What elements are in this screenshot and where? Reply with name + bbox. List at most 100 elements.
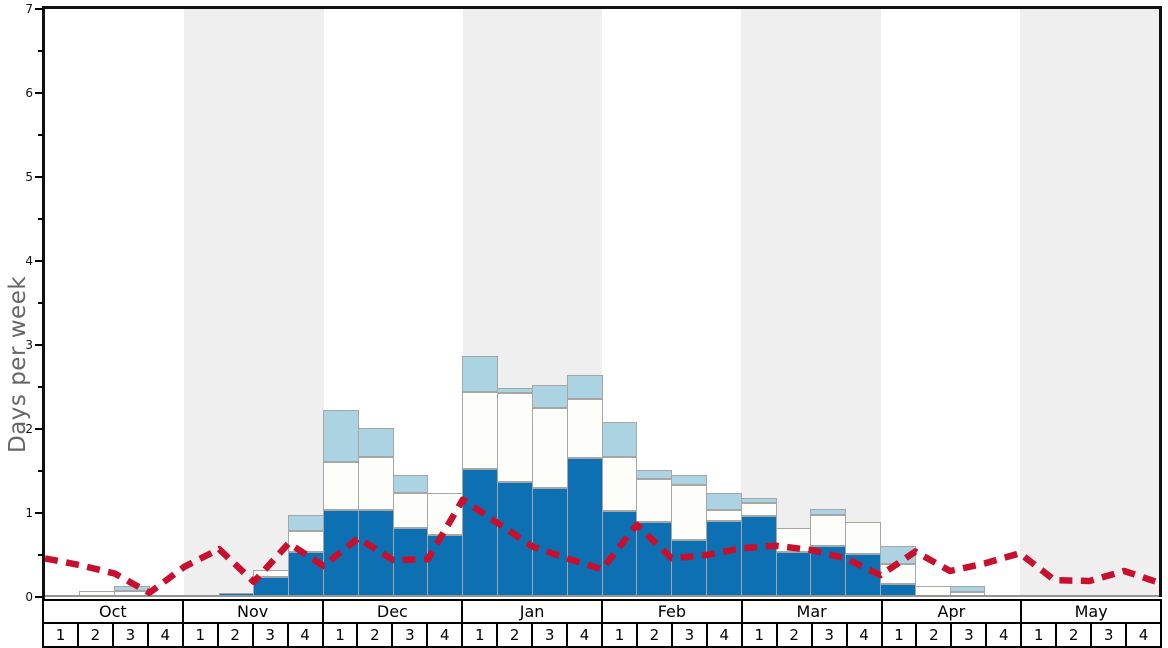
week-label-Dec-1: 1 xyxy=(324,624,359,646)
week-label-Oct-3: 3 xyxy=(114,624,149,646)
bar-Jan-4-dark_blue xyxy=(566,457,603,597)
bar-Dec-3-light_blue xyxy=(392,475,429,493)
week-label-Oct-2: 2 xyxy=(79,624,114,646)
bar-Feb-1-light_blue xyxy=(601,422,638,457)
bar-Mar-1-dark_blue xyxy=(740,516,777,597)
week-label-Nov-1: 1 xyxy=(184,624,219,646)
bar-Feb-3-light_blue xyxy=(671,475,707,486)
bar-Dec-2-light_blue xyxy=(357,428,394,457)
month-label-Jan: Jan xyxy=(463,601,603,622)
month-label-May: May xyxy=(1074,602,1108,621)
month-label-Nov: Nov xyxy=(184,601,324,622)
bar-Jan-2-light_blue xyxy=(497,387,533,393)
bar-Jan-2-dark_blue xyxy=(497,481,533,597)
bar-Feb-2-dark_blue xyxy=(636,522,673,597)
week-label-Mar-1: 1 xyxy=(743,624,778,646)
week-label-Apr-1: 1 xyxy=(883,624,918,646)
bar-Mar-3-dark_blue xyxy=(810,545,847,597)
week-label-Mar-2: 2 xyxy=(778,624,813,646)
week-label-Apr-3: 3 xyxy=(952,624,988,646)
bar-Feb-4-white xyxy=(705,509,742,522)
bar-Mar-1-light_blue xyxy=(740,497,777,503)
week-label-Dec-2: 2 xyxy=(358,624,394,646)
bar-Feb-1-white xyxy=(601,456,638,512)
bar-Mar-3-white xyxy=(810,514,847,546)
bar-Dec-1-white xyxy=(323,461,359,511)
bar-Feb-3-dark_blue xyxy=(671,539,707,597)
bar-Jan-1-dark_blue xyxy=(462,469,499,597)
month-label-Dec: Dec xyxy=(324,601,464,622)
month-label-Apr: Apr xyxy=(883,601,1023,622)
week-label-Mar-4: 4 xyxy=(848,624,883,646)
bar-Dec-3-dark_blue xyxy=(392,528,429,597)
week-label-Nov-3: 3 xyxy=(254,624,289,646)
week-label-May-1: 1 xyxy=(1022,624,1058,646)
bar-Mar-3-light_blue xyxy=(810,508,847,515)
zero-gridline xyxy=(45,595,1159,597)
bar-Jan-4-light_blue xyxy=(566,375,603,399)
bar-Mar-1-white xyxy=(740,502,777,517)
bar-Nov-4-white xyxy=(288,530,324,553)
bar-Jan-2-white xyxy=(497,392,533,482)
week-label-Mar-3: 3 xyxy=(813,624,848,646)
week-label-Feb-3: 3 xyxy=(673,624,708,646)
week-label-May-2: 2 xyxy=(1057,624,1093,646)
bar-Dec-2-white xyxy=(357,456,394,511)
week-label-Oct-1: 1 xyxy=(44,624,79,646)
bar-Mar-2-white xyxy=(775,528,812,553)
bar-Jan-4-white xyxy=(566,398,603,458)
bar-Jan-3-white xyxy=(531,408,568,488)
bar-Feb-1-dark_blue xyxy=(601,511,638,597)
bar-Apr-1-white xyxy=(880,564,916,584)
bar-Dec-1-light_blue xyxy=(323,409,359,462)
y-axis-title: Days per week xyxy=(5,275,31,453)
week-label-Jan-1: 1 xyxy=(463,624,499,646)
week-label-Feb-1: 1 xyxy=(603,624,638,646)
bar-Nov-3-white xyxy=(253,570,290,577)
week-label-Feb-4: 4 xyxy=(708,624,743,646)
bar-Apr-1-light_blue xyxy=(880,545,916,565)
week-label-Jan-2: 2 xyxy=(498,624,534,646)
week-label-May-3: 3 xyxy=(1092,624,1128,646)
bar-Feb-3-white xyxy=(671,485,707,540)
month-label-Oct: Oct xyxy=(44,601,184,622)
bar-Nov-3-dark_blue xyxy=(253,576,290,597)
week-label-Apr-4: 4 xyxy=(987,624,1023,646)
month-label-Feb: Feb xyxy=(603,601,743,622)
week-label-Jan-4: 4 xyxy=(568,624,603,646)
week-label-Nov-4: 4 xyxy=(289,624,324,646)
week-label-Oct-4: 4 xyxy=(149,624,184,646)
bar-Feb-2-light_blue xyxy=(636,470,673,480)
y-axis-line-extension xyxy=(42,594,45,601)
week-label-Dec-4: 4 xyxy=(428,624,464,646)
week-label-Jan-3: 3 xyxy=(533,624,569,646)
bar-Apr-3-light_blue xyxy=(949,586,986,592)
bar-Oct-3-light_blue xyxy=(114,586,150,592)
bar-Dec-4-white xyxy=(427,492,464,535)
week-label-Apr-2: 2 xyxy=(917,624,953,646)
bar-Nov-4-dark_blue xyxy=(288,552,324,597)
stacked-bars-layer xyxy=(45,9,1159,597)
y-tick-label-7: 7 xyxy=(25,2,33,16)
plot-area xyxy=(42,6,1162,597)
week-label-May-4: 4 xyxy=(1138,626,1149,644)
bar-Dec-1-dark_blue xyxy=(323,510,359,597)
bar-Jan-3-dark_blue xyxy=(531,487,568,597)
month-label-Mar: Mar xyxy=(743,601,883,622)
week-label-Nov-2: 2 xyxy=(219,624,254,646)
bar-Jan-1-light_blue xyxy=(462,355,499,393)
bar-Dec-2-dark_blue xyxy=(357,510,394,597)
bar-Mar-4-white xyxy=(845,522,881,555)
bar-Feb-4-light_blue xyxy=(705,492,742,510)
bar-Feb-2-white xyxy=(636,479,673,523)
week-label-Dec-3: 3 xyxy=(393,624,429,646)
week-label-Feb-2: 2 xyxy=(638,624,673,646)
bar-Mar-4-dark_blue xyxy=(845,554,881,597)
bar-Mar-2-dark_blue xyxy=(775,552,812,597)
month-labels-row: Oct Nov Dec Jan Feb Mar Apr May xyxy=(44,601,1160,624)
bar-Jan-1-white xyxy=(462,392,499,470)
bar-Dec-4-dark_blue xyxy=(427,534,464,597)
